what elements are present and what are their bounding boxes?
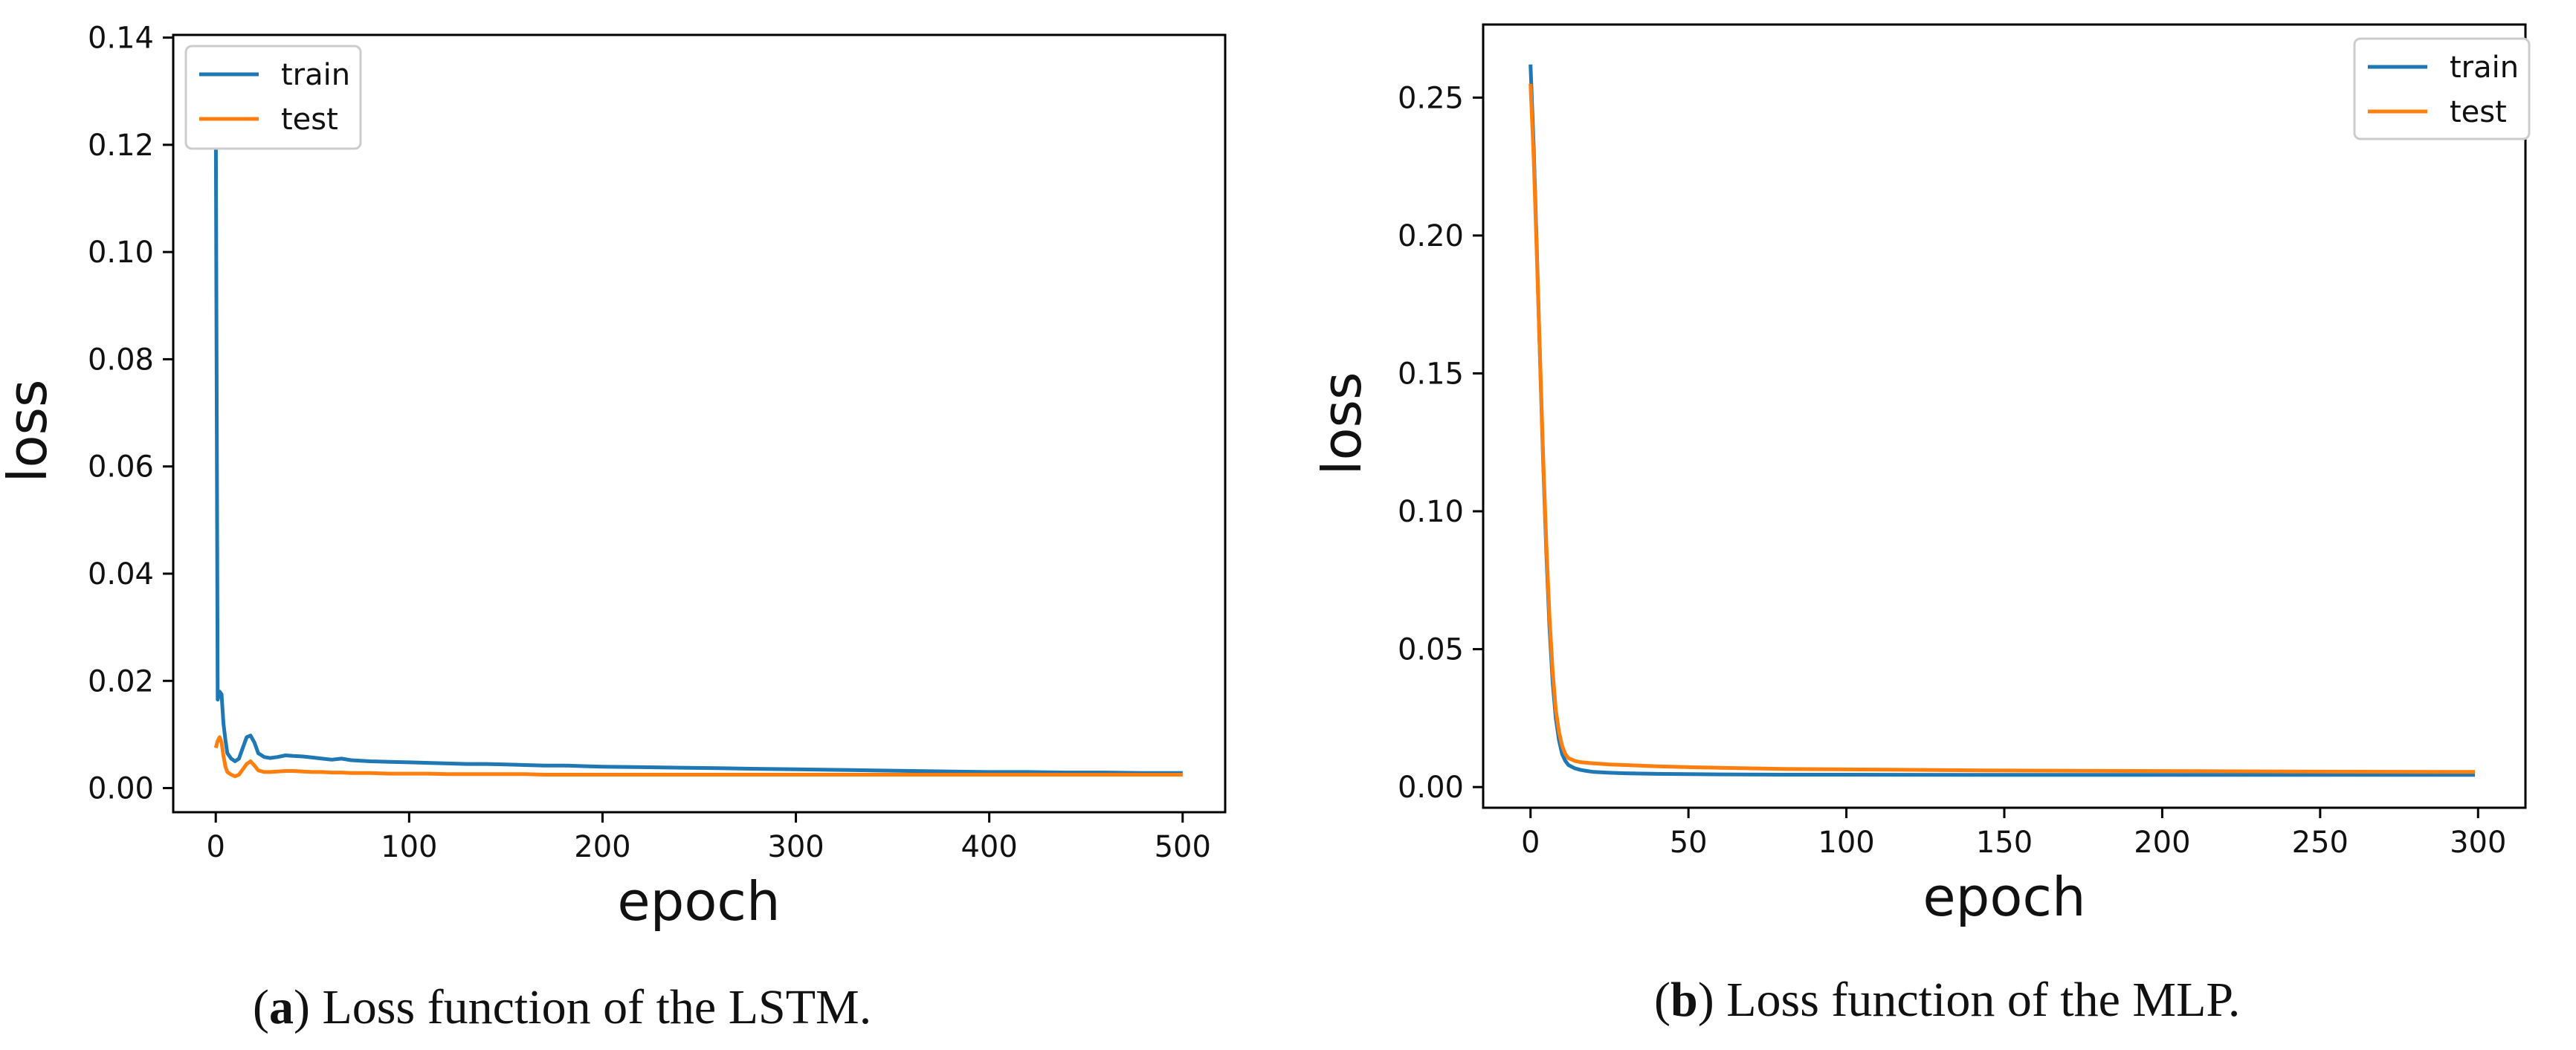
plot-frame [1482, 23, 2527, 809]
series-line-test [213, 735, 1183, 779]
y-tick-label: 0.06 [88, 450, 154, 485]
y-tick-label: 0.15 [1398, 357, 1464, 391]
chart-b: 0 50 100 150 200 250 300 0.00 0.05 0.10 0.15 0.20 0.… [1311, 23, 2531, 928]
x-tick-label: 200 [574, 830, 630, 864]
y-tick-label: 0.00 [88, 772, 154, 806]
y-tick-label: 0.10 [88, 236, 154, 270]
x-tick-label: 250 [2292, 826, 2349, 860]
legend-box [184, 45, 362, 150]
x-axis-label: epoch [1923, 866, 2085, 928]
series-line-test [1529, 83, 2476, 774]
y-tick-label: 0.04 [88, 557, 154, 592]
x-tick-label: 500 [1155, 830, 1211, 864]
y-tick-label: 0.10 [1398, 495, 1464, 529]
x-axis-label: epoch [617, 870, 780, 933]
legend-box [2353, 37, 2531, 140]
y-tick-label: 0.05 [1398, 633, 1464, 667]
y-tick-label: 0.25 [1398, 81, 1464, 115]
y-axis-label: loss [1311, 372, 1373, 475]
caption-b-tag: b [1670, 973, 1698, 1027]
x-tick-label: 300 [767, 830, 824, 864]
caption-a-tag: a [268, 980, 294, 1034]
plot-frame [172, 33, 1227, 814]
legend: train test [184, 45, 362, 150]
y-tick-label: 0.14 [88, 22, 154, 56]
x-tick-label: 200 [2134, 826, 2190, 860]
x-tick-label: 0 [206, 830, 225, 864]
x-tick-label: 50 [1670, 826, 1708, 860]
caption-a: (a) Loss function of the LSTM. [253, 980, 872, 1034]
chart-a: 0 100 200 300 400 500 0.00 0.02 0.04 0.06 0.08 0.10… [0, 22, 1227, 933]
legend-label-train: train [281, 58, 350, 92]
x-tick-label: 300 [2450, 826, 2506, 860]
caption-b: (b) Loss function of the MLP. [1654, 973, 2241, 1027]
caption-b-text: Loss function of the MLP. [1726, 973, 2241, 1027]
x-tick-label: 400 [961, 830, 1017, 864]
y-tick-label: 0.12 [88, 129, 154, 163]
x-tick-label: 100 [1818, 826, 1874, 860]
x-tick-label: 0 [1521, 826, 1540, 860]
legend: train test [2353, 37, 2531, 140]
series-line-train [1529, 64, 2475, 777]
y-tick-label: 0.08 [88, 343, 154, 377]
y-tick-label: 0.20 [1398, 219, 1464, 253]
legend-label-test: test [281, 103, 338, 137]
series-line-train [213, 102, 1183, 775]
y-tick-label: 0.00 [1398, 771, 1464, 805]
y-axis-label: loss [0, 379, 59, 482]
caption-a-text: Loss function of the LSTM. [322, 980, 872, 1034]
x-tick-label: 150 [1976, 826, 2033, 860]
legend-label-train: train [2450, 51, 2519, 85]
legend-label-test: test [2450, 95, 2507, 129]
x-tick-label: 100 [381, 830, 437, 864]
y-tick-label: 0.02 [88, 664, 154, 699]
